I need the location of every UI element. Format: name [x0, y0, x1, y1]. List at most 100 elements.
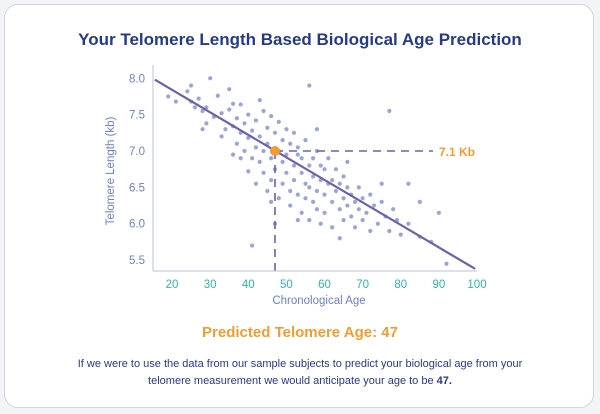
- trend-line-group: [154, 78, 476, 270]
- data-point: [227, 107, 232, 112]
- data-point: [234, 141, 239, 146]
- data-point: [219, 134, 224, 139]
- data-point: [314, 207, 320, 212]
- data-point: [360, 217, 365, 223]
- data-point: [284, 127, 289, 132]
- x-tick-label: 90: [432, 279, 445, 291]
- x-tick-label: 100: [467, 279, 486, 291]
- data-point: [379, 199, 384, 205]
- data-point: [341, 217, 346, 223]
- data-point: [253, 118, 259, 123]
- data-point: [307, 217, 312, 223]
- data-point: [345, 185, 350, 190]
- data-point: [398, 232, 403, 237]
- data-point: [269, 113, 274, 119]
- description-value: 47.: [436, 375, 452, 387]
- data-point: [368, 228, 373, 234]
- data-point: [246, 169, 251, 174]
- prediction-description: If we were to use the data from our samp…: [65, 356, 535, 390]
- data-point: [261, 170, 266, 175]
- data-point: [345, 203, 350, 208]
- data-point: [280, 181, 285, 186]
- data-point: [295, 152, 300, 157]
- data-point: [356, 185, 361, 190]
- data-point: [330, 199, 335, 205]
- data-point: [192, 105, 198, 110]
- data-point: [307, 83, 312, 88]
- data-point: [246, 135, 251, 141]
- data-point: [250, 128, 255, 133]
- data-point: [349, 214, 354, 219]
- data-point: [364, 210, 369, 215]
- highlight-point: [269, 146, 280, 156]
- data-point: [330, 177, 335, 183]
- data-point: [444, 261, 449, 266]
- data-point: [371, 203, 377, 208]
- x-tick-label: 20: [166, 279, 179, 291]
- data-point: [295, 217, 300, 223]
- data-point: [406, 181, 411, 186]
- data-point: [310, 199, 316, 205]
- data-point: [299, 170, 304, 175]
- trend-line: [154, 78, 476, 270]
- data-point: [238, 156, 243, 161]
- x-axis-label: Chronological Age: [272, 295, 365, 307]
- data-point: [322, 210, 327, 215]
- data-point: [356, 207, 361, 212]
- data-point: [322, 167, 327, 172]
- data-point: [269, 156, 274, 161]
- data-point: [295, 192, 300, 197]
- data-point: [352, 225, 358, 230]
- data-point: [337, 207, 342, 212]
- data-point: [330, 225, 335, 230]
- data-point: [204, 121, 209, 126]
- data-point: [185, 89, 190, 94]
- data-point: [234, 116, 239, 121]
- data-point: [257, 134, 262, 139]
- data-point: [238, 102, 243, 107]
- card: Your Telomere Length Based Biological Ag…: [4, 4, 594, 408]
- y-tick-label: 7.5: [129, 110, 145, 122]
- predicted-age-heading: Predicted Telomere Age: 47: [202, 324, 398, 341]
- data-point: [341, 174, 346, 179]
- y-tick-label: 6.0: [129, 219, 145, 231]
- data-point: [326, 156, 331, 161]
- data-point: [406, 221, 411, 226]
- x-tick-label: 80: [394, 279, 407, 291]
- data-point: [208, 76, 213, 81]
- data-point: [291, 177, 297, 183]
- scatter-chart: 20 30 40 50 60 70 80 90 100 5.5 6.0 6.5 7.0 7.5 8.0 Te…: [105, 65, 487, 307]
- data-point: [265, 188, 270, 194]
- data-point: [391, 207, 396, 212]
- data-point: [253, 145, 259, 150]
- data-point: [223, 127, 228, 132]
- data-point: [314, 148, 320, 154]
- data-point: [166, 94, 171, 99]
- data-point: [272, 130, 278, 135]
- data-point: [303, 137, 308, 143]
- data-point: [295, 145, 300, 150]
- data-point: [333, 188, 339, 194]
- data-point: [299, 156, 304, 161]
- data-point: [257, 159, 262, 165]
- data-point: [230, 152, 236, 157]
- data-point: [310, 156, 316, 161]
- data-point: [269, 199, 274, 205]
- data-point: [261, 108, 266, 114]
- data-point: [436, 210, 441, 215]
- data-point: [291, 130, 297, 135]
- data-point: [196, 96, 201, 101]
- data-point: [345, 159, 350, 165]
- data-point: [417, 199, 422, 205]
- data-point: [269, 177, 274, 183]
- data-point: [337, 236, 342, 241]
- data-point: [257, 97, 262, 103]
- data-point: [173, 99, 178, 104]
- data-point: [387, 108, 392, 114]
- data-point: [276, 119, 281, 125]
- data-point: [360, 196, 365, 201]
- data-point: [250, 243, 255, 248]
- data-point: [276, 196, 281, 201]
- data-point: [288, 141, 293, 146]
- data-point: [379, 181, 384, 186]
